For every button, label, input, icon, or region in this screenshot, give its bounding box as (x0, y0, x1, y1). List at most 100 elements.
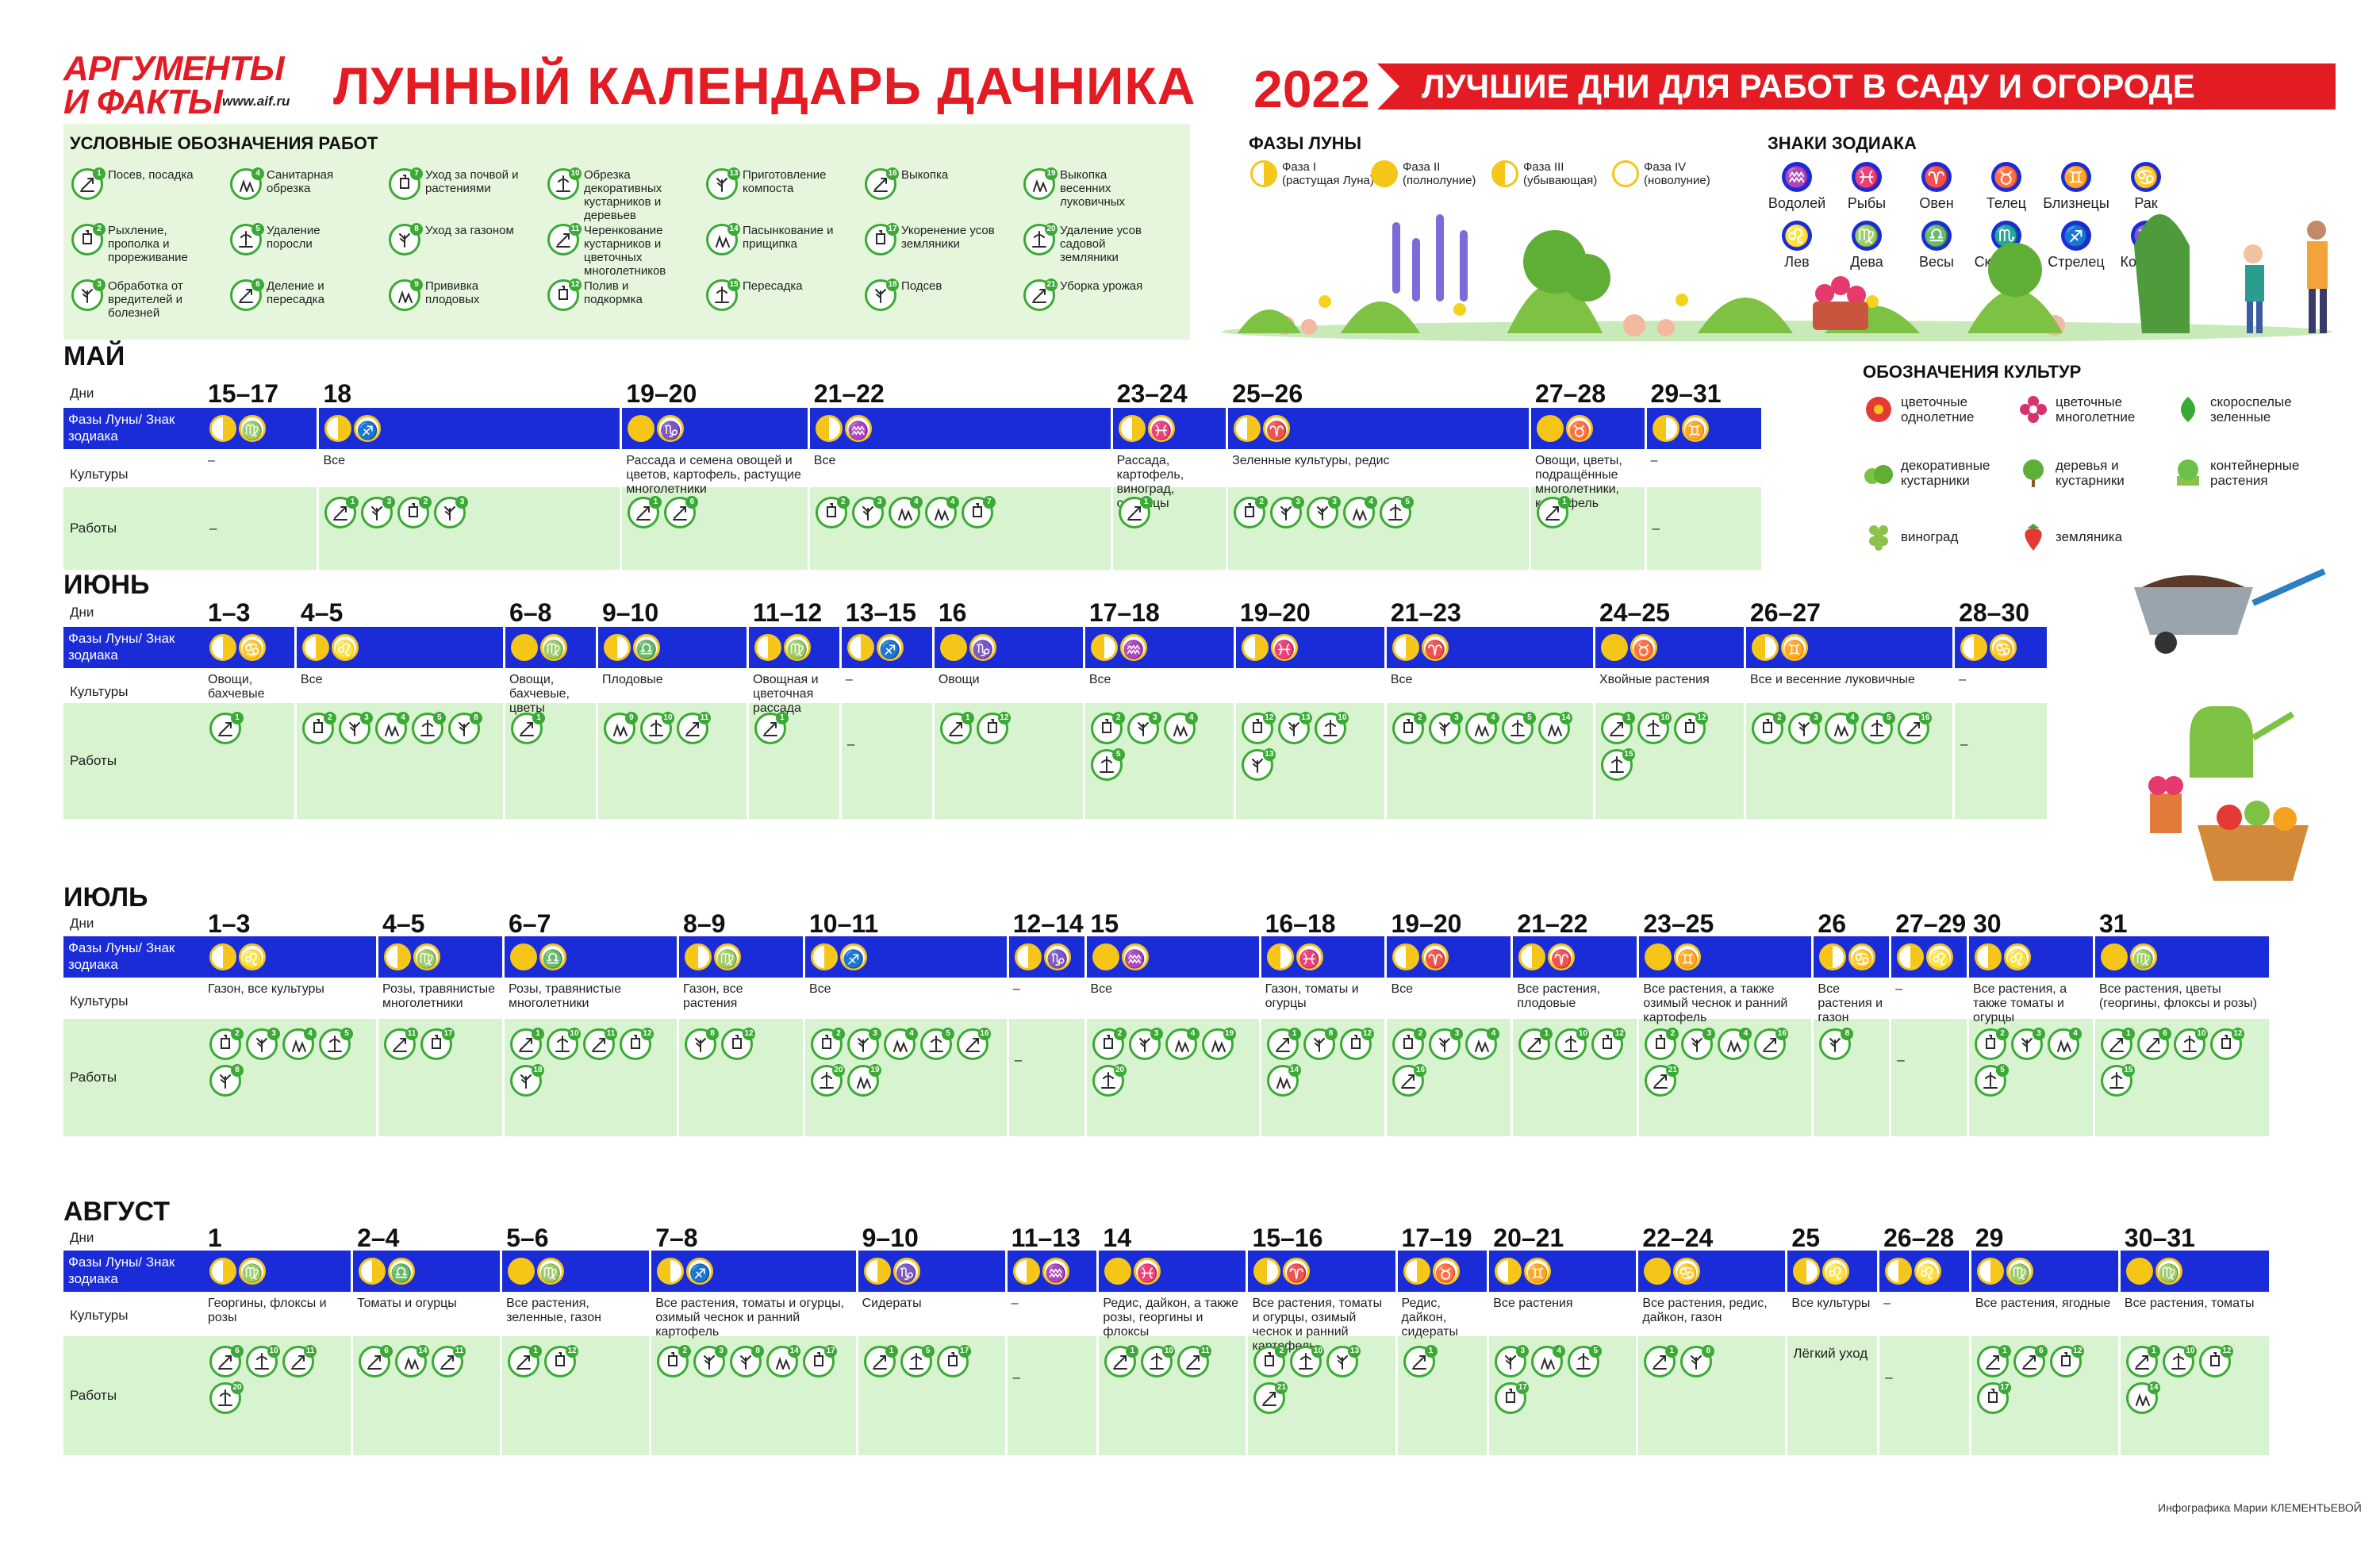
work-number: 2 (1666, 1028, 1679, 1040)
work-21-icon: 21 (1253, 1381, 1288, 1414)
day-column[interactable]: 13–15 ♐ – – (839, 570, 934, 819)
day-column[interactable]: 15 ♒ Все 2 3 4 19 20 (1084, 882, 1261, 1136)
day-column[interactable]: 26 ♋ Все растения и газон 8 (1811, 882, 1891, 1136)
works-cell: 1 10 12 (1518, 1028, 1633, 1060)
phase-zodiac: ♐ (657, 1258, 714, 1285)
day-column[interactable]: 25 ♌ Все культуры Лёгкий уход (1785, 1197, 1879, 1455)
column-separator (1487, 1251, 1490, 1292)
day-column[interactable]: 27–28 ♉ Овощи, цветы, подращённые многолет… (1529, 341, 1645, 570)
day-column[interactable]: 1 ♍ Георгины, флоксы и розы 6 10 11 20 (203, 1197, 352, 1455)
day-column[interactable]: 11–12 ♍ Овощная и цветочная рассада 1 (746, 570, 841, 819)
work-4-icon: 4 (1163, 712, 1198, 744)
work-number: 12 (1695, 712, 1708, 724)
day-column[interactable]: 19–20 ♓ 12 13 10 13 (1233, 570, 1386, 819)
day-column[interactable]: 18 ♐ Все 1 3 2 3 (317, 341, 621, 570)
phase-zodiac: ♋ (209, 634, 266, 661)
moon-phase-icon (685, 943, 712, 970)
day-column[interactable]: 9–10 ♎ Плодовые 9 10 11 (595, 570, 748, 819)
legend-item-label: Пересадка (743, 279, 803, 293)
day-column[interactable]: 30–31 ♍ Все растения, томаты 1 10 12 14 (2117, 1197, 2269, 1455)
day-column[interactable]: 4–5 ♍ Розы, травянистые многолетники 11 17 (376, 882, 504, 1136)
work-number: 1 (885, 1345, 898, 1358)
day-column[interactable]: 23–24♓Рассада, картофель, виноград, саже… (1110, 341, 1227, 570)
day-column[interactable]: 26–28 ♌ – – (1877, 1197, 1971, 1455)
flower-annual-icon (1863, 394, 1894, 425)
moon-phase-icon (1819, 943, 1847, 970)
day-column[interactable]: 31 ♍ Все растения, цветы (георгины, флоксы… (2092, 882, 2269, 1136)
day-column[interactable]: 12–14 ♑ – – (1006, 882, 1086, 1136)
day-column[interactable]: 2–4 ♎ Томаты и огурцы 6 14 11 (351, 1197, 501, 1455)
day-column[interactable]: 30 ♌ Все растения, а также томаты и огурцы… (1967, 882, 2094, 1136)
work-number: 2 (1255, 496, 1269, 509)
day-column[interactable]: 19–20 ♈ Все 2 3 4 16 (1384, 882, 1512, 1136)
day-column[interactable]: 29 ♍ Все растения, ягодные 1 6 12 17 (1968, 1197, 2120, 1455)
day-column[interactable]: 26–27 ♊ Все и весенние луковичные 2 3 4 5 16 (1743, 570, 1954, 819)
work-14-icon: 14 (2125, 1381, 2160, 1414)
day-column[interactable]: 21–23 ♈ Все 2 3 4 5 14 (1384, 570, 1595, 819)
work-number: 10 (661, 712, 674, 724)
day-column[interactable]: 28–30 ♋ – – (1952, 570, 2047, 819)
day-column[interactable]: 27–29 ♌ – – (1889, 882, 1968, 1136)
day-column[interactable]: 25–26 ♈ Зеленные культуры, редис 2 3 3 4 5 (1226, 341, 1530, 570)
day-column[interactable]: 5–6 ♍ Все растения, зеленные, газон 1 12 (500, 1197, 651, 1455)
zodiac-sign-icon: ♌ (1782, 221, 1812, 251)
day-column[interactable]: 17–18 ♒ Все 2 3 4 5 (1082, 570, 1235, 819)
zodiac-sign-icon: ♎ (632, 634, 660, 661)
work-10-icon: 10 (246, 1345, 280, 1377)
day-range: 11–12 (752, 598, 823, 627)
work-number: 5 (921, 1345, 935, 1358)
day-column[interactable]: 15–17 ♍ – – (203, 341, 318, 570)
row-label-days: Дни (70, 605, 94, 620)
zodiac-sign-icon: ♋ (1990, 634, 2017, 661)
work-number: 13 (1262, 748, 1276, 761)
phase-zodiac: ♑ (863, 1258, 920, 1285)
zodiac-sign-icon: ♈ (1421, 634, 1449, 661)
work-7-icon: 7 (389, 167, 423, 200)
month-title: АВГУСТ (63, 1197, 171, 1227)
day-column[interactable]: 6–8 ♍ Овощи, бахчевые, цветы 1 (503, 570, 597, 819)
day-column[interactable]: 29–31 ♊ – – (1644, 341, 1761, 570)
zodiac-sign-icon: ♐ (839, 943, 867, 970)
day-range: 18 (323, 379, 352, 408)
day-column[interactable]: 7–8 ♐ Все растения, томаты и огурцы, озимы… (649, 1197, 857, 1455)
work-17-icon: 17 (803, 1345, 838, 1377)
day-column[interactable]: 22–24 ♋ Все растения, редис, дайкон, газон… (1636, 1197, 1787, 1455)
day-column[interactable]: 21–22 ♈ Все растения, плодовые 1 10 12 (1511, 882, 1638, 1136)
crops-text: Все культуры (1791, 1297, 1871, 1310)
day-column[interactable]: 21–22 ♒ Все 2 3 4 4 7 (807, 341, 1112, 570)
works-cell: 2 3 4 19 20 (1092, 1028, 1256, 1097)
day-column[interactable]: 24–25 ♉ Хвойные растения 1 10 12 15 (1592, 570, 1745, 819)
day-column[interactable]: 14 ♓ Редис, дайкон, а также розы, георгины… (1096, 1197, 1247, 1455)
work-number: 2 (323, 712, 336, 724)
day-column[interactable]: 6–7 ♎ Розы, травянистые многолетники 1 10 11 1… (501, 882, 678, 1136)
day-column[interactable]: 19–20 ♑ Рассада и семена овощей и цветов, … (620, 341, 808, 570)
zodiac-sign-icon: ♑ (657, 415, 685, 442)
day-column[interactable]: 16 ♑ Овощи 1 12 (931, 570, 1084, 819)
zodiac-sign-icon: ♐ (2061, 221, 2091, 251)
work-8-icon: 8 (730, 1345, 765, 1377)
work-12-icon: 12 (2209, 1028, 2244, 1060)
phase-zodiac: ♉ (1537, 415, 1594, 442)
day-column[interactable]: 23–25 ♊ Все растения, а также озимый чесно… (1637, 882, 1813, 1136)
work-number: 17 (442, 1028, 455, 1040)
column-separator (1811, 936, 1814, 978)
moon-phase-icon (1090, 634, 1118, 661)
day-column[interactable]: 1–3 ♌ Газон, все культуры 2 3 4 5 8 (203, 882, 378, 1136)
day-column[interactable]: 4–5 ♌ Все 2 3 4 5 8 (294, 570, 505, 819)
day-column[interactable]: 15–16 ♈ Все растения, томаты и огурцы, ози… (1246, 1197, 1396, 1455)
crops-text: Все растения, зеленные, газон (506, 1297, 601, 1324)
day-column[interactable]: 8–9 ♍ Газон, все растения 8 12 (677, 882, 804, 1136)
day-column[interactable]: 17–19 ♉ Редис, дайкон, сидераты 1 (1395, 1197, 1489, 1455)
legend-item-label: Деление и пересадка (267, 279, 324, 306)
phase-zodiac: ♊ (1645, 943, 1702, 970)
day-column[interactable]: 20–21 ♊ Все растения 3 4 5 17 (1487, 1197, 1637, 1455)
day-column[interactable]: 10–11 ♐ Все 2 3 4 5 16 20 19 (802, 882, 1008, 1136)
day-range: 23–25 (1643, 909, 1714, 938)
day-column[interactable]: 16–18 ♓ Газон, томаты и огурцы 1 8 12 14 (1258, 882, 1387, 1136)
work-1-icon: 1 (1600, 712, 1635, 744)
day-column[interactable]: 11–13 ♒ – – (1004, 1197, 1099, 1455)
day-column[interactable]: 9–10 ♑ Сидераты 1 5 17 (855, 1197, 1007, 1455)
phase-zodiac: ♊ (1495, 1258, 1552, 1285)
column-separator (1084, 1019, 1087, 1136)
day-column[interactable]: 1–3 ♋ Овощи, бахчевые 1 (203, 570, 296, 819)
